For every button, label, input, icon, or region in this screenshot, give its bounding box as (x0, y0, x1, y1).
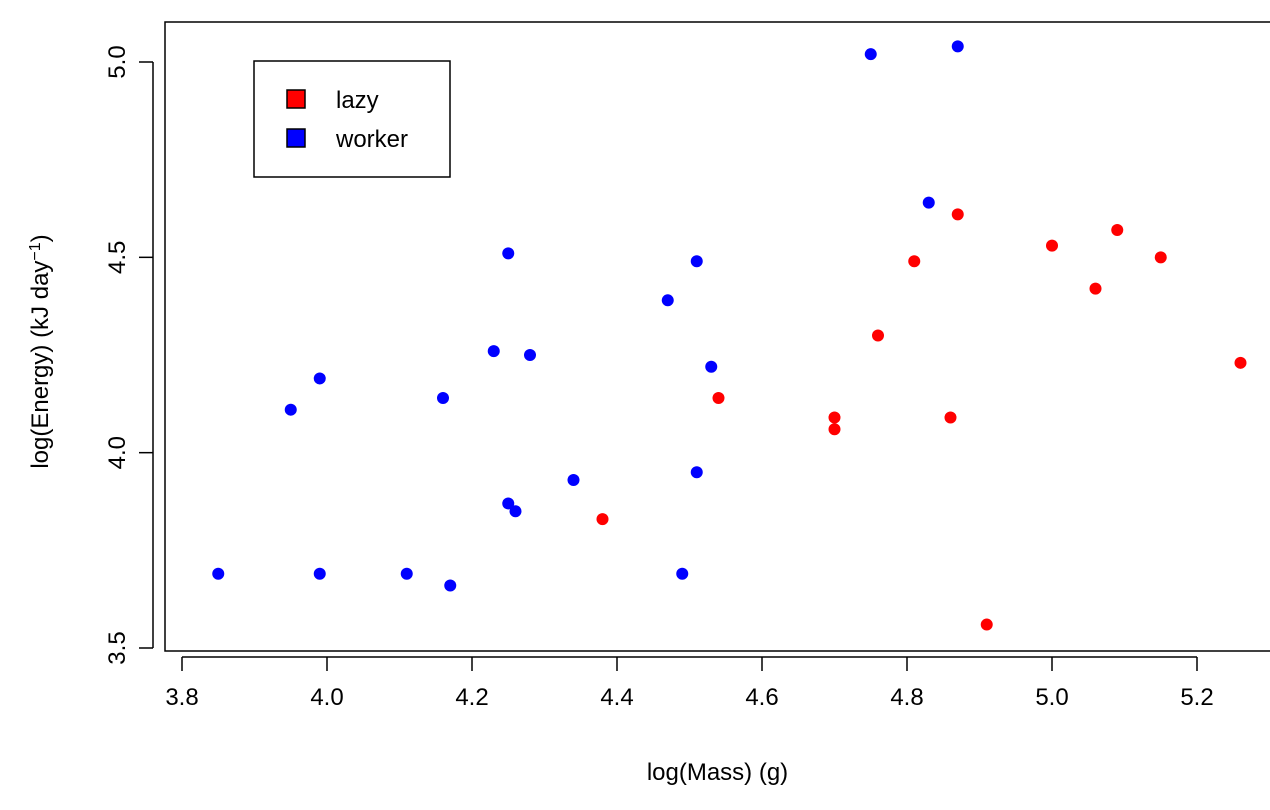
y-axis-label-close: ) (27, 234, 54, 242)
legend-swatch-lazy (286, 89, 306, 109)
x-tick-label: 5.2 (1180, 684, 1213, 711)
x-axis-label: log(Mass) (g) (647, 759, 788, 786)
points-layer (212, 40, 1247, 631)
point-lazy-5 (908, 255, 921, 268)
point-lazy-3 (828, 423, 841, 436)
point-worker-16 (690, 466, 703, 479)
y-tick-label: 3.5 (104, 631, 131, 664)
legend-swatch-worker (286, 128, 306, 148)
x-axis: 3.8 4.0 4.2 4.4 4.6 4.8 5.0 5.2 (165, 656, 1214, 711)
point-lazy-8 (980, 618, 993, 631)
legend-label-worker: worker (335, 126, 408, 153)
point-worker-11 (524, 349, 536, 361)
point-worker-1 (284, 403, 297, 416)
legend-label-lazy: lazy (336, 87, 379, 114)
y-axis-label: log(Energy) (kJ day−1) (27, 234, 55, 468)
y-axis-label-superscript: −1 (27, 242, 44, 260)
point-worker-15 (690, 255, 703, 268)
point-worker-7 (487, 345, 500, 358)
point-worker-17 (705, 360, 718, 373)
point-worker-3 (313, 567, 326, 580)
legend-box (253, 60, 451, 178)
point-worker-14 (676, 567, 689, 580)
plot-frame (164, 21, 1270, 652)
point-lazy-11 (1111, 223, 1124, 236)
point-lazy-4 (872, 329, 884, 342)
y-axis: 3.5 4.0 4.5 5.0 (104, 45, 154, 665)
x-tick-label: 4.8 (890, 684, 923, 711)
x-tick-label: 5.0 (1035, 684, 1068, 711)
y-tick-label: 4.5 (104, 241, 131, 274)
point-worker-20 (951, 40, 964, 53)
point-lazy-6 (944, 411, 957, 424)
point-lazy-2 (828, 411, 841, 424)
x-tick-label: 3.8 (165, 684, 198, 711)
point-worker-2 (313, 372, 326, 385)
y-tick-label: 4.0 (104, 436, 131, 469)
point-worker-0 (212, 567, 225, 580)
x-tick-label: 4.0 (310, 684, 343, 711)
point-worker-6 (444, 579, 457, 592)
legend: lazy worker (253, 60, 451, 178)
point-worker-13 (661, 294, 674, 307)
y-tick-label: 5.0 (104, 45, 131, 78)
point-lazy-1 (712, 391, 725, 404)
point-worker-9 (502, 497, 515, 510)
point-worker-5 (437, 391, 449, 404)
point-worker-18 (864, 48, 877, 61)
point-lazy-9 (1046, 239, 1058, 252)
point-lazy-13 (1234, 356, 1247, 369)
point-lazy-10 (1089, 282, 1102, 295)
point-worker-4 (400, 567, 413, 580)
point-worker-12 (567, 474, 580, 487)
x-tick-label: 4.4 (600, 684, 633, 711)
y-axis-label-main: log(Energy) (kJ day (27, 261, 54, 469)
point-lazy-0 (596, 513, 609, 526)
x-tick-label: 4.2 (455, 684, 488, 711)
x-tick-label: 4.6 (745, 684, 778, 711)
point-lazy-7 (951, 208, 964, 221)
point-lazy-12 (1154, 251, 1167, 264)
point-worker-8 (502, 247, 515, 260)
point-worker-10 (509, 505, 522, 518)
point-worker-19 (922, 196, 935, 209)
